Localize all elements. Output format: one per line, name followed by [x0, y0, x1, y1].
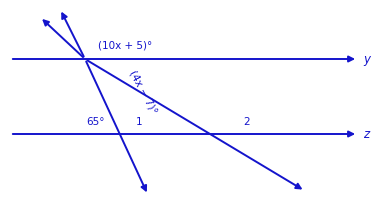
Text: y: y — [363, 53, 370, 66]
Text: 65°: 65° — [87, 116, 105, 126]
Text: (4x − 7)°: (4x − 7)° — [128, 68, 159, 115]
Text: (10x + 5)°: (10x + 5)° — [98, 40, 152, 50]
Text: z: z — [363, 128, 369, 141]
Text: 1: 1 — [136, 116, 142, 126]
Text: 2: 2 — [243, 116, 250, 126]
